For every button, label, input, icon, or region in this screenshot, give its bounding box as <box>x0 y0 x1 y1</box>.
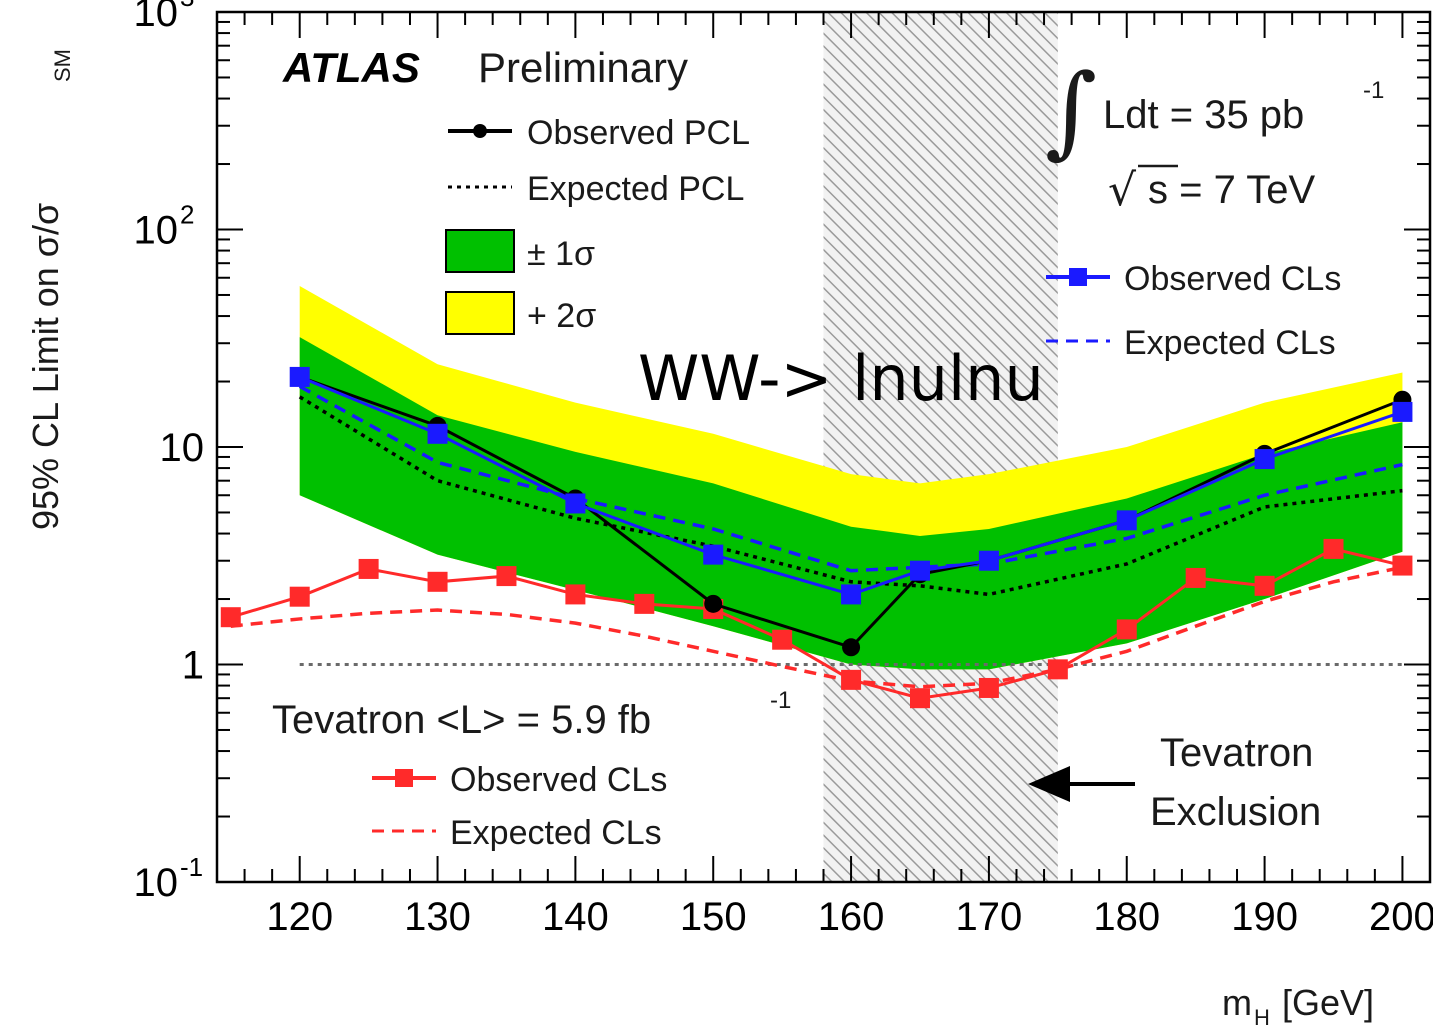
point-tev_obs-145 <box>634 593 655 614</box>
point-tev_obs-115 <box>220 607 241 628</box>
overlay-text: WW-> lnulnu <box>638 342 1044 415</box>
point-tev_obs-180 <box>1116 619 1137 640</box>
tevatron-exclusion-region <box>823 12 1058 882</box>
x-tick-label-190: 190 <box>1231 895 1298 939</box>
tevatron-exclusion-label-1: Tevatron <box>1160 731 1313 775</box>
point-tev_obs-135 <box>496 566 517 587</box>
legend-obs-pcl-label: Observed PCL <box>527 114 750 152</box>
series-line-tev_obs <box>230 547 1403 700</box>
x-tick-label-200: 200 <box>1369 895 1433 939</box>
point-obs_cls-180 <box>1116 510 1137 531</box>
y-tick-label-0.1: 10 <box>134 861 179 905</box>
point-tev_obs-190 <box>1254 575 1275 596</box>
y-tick-exp-1000: 3 <box>180 0 194 12</box>
point-obs_cls-170 <box>978 550 999 571</box>
y-tick-label-10: 10 <box>160 426 205 470</box>
y-tick-exp-0.1: -1 <box>180 852 203 882</box>
series-line-obs_pcl <box>299 375 1403 649</box>
x-axis-title: m H [GeV] <box>1222 982 1374 1029</box>
x-tick-label-170: 170 <box>956 895 1023 939</box>
point-obs_cls-150 <box>703 544 724 565</box>
point-obs_cls-140 <box>565 493 586 514</box>
legend-obs-cls-label: Observed CLs <box>1124 260 1341 298</box>
point-obs_pcl-150 <box>704 594 723 613</box>
y-tick-label-1: 1 <box>182 644 204 688</box>
legend-upper: Observed PCL Expected PCL ± 1σ + 2σ <box>445 114 750 335</box>
x-tick-label-120: 120 <box>266 895 333 939</box>
legend-tev-obs-label: Observed CLs <box>450 761 667 799</box>
y-tick-exp-100: 2 <box>180 200 194 230</box>
y-tick-label-100: 10 <box>134 209 179 253</box>
legend-band1-label: ± 1σ <box>527 235 595 273</box>
x-tick-label-140: 140 <box>542 895 609 939</box>
legend-tev-obs-marker <box>395 769 413 787</box>
point-obs_cls-190 <box>1254 449 1275 470</box>
legend-lower: Observed CLs Expected CLs <box>372 761 667 852</box>
luminosity-exponent: -1 <box>1363 77 1384 104</box>
legend-band2-swatch <box>445 291 515 335</box>
point-tev_obs-155 <box>772 629 793 650</box>
energy-label: s = 7 TeV <box>1148 168 1315 212</box>
point-tev_obs-140 <box>565 584 586 605</box>
point-obs_cls-160 <box>841 584 862 605</box>
legend-band1-swatch <box>445 229 515 273</box>
point-tev_obs-185 <box>1185 567 1206 588</box>
point-tev_obs-120 <box>289 586 310 607</box>
tevatron-lumi-exponent: -1 <box>770 687 791 714</box>
legend-exp-pcl-label: Expected PCL <box>527 170 744 208</box>
y-tick-label-1000: 10 <box>134 0 179 35</box>
point-obs_cls-165 <box>909 560 930 581</box>
x-tick-label-130: 130 <box>404 895 471 939</box>
y-axis-title-main: 95% CL Limit on σ/σ <box>25 203 66 530</box>
x-axis-title-main: m <box>1222 982 1252 1023</box>
series-line-exp_cls <box>298 384 1403 573</box>
legend-right: Observed CLs Expected CLs <box>1046 260 1341 362</box>
point-tev_obs-130 <box>427 571 448 592</box>
legend-band2-label: + 2σ <box>527 297 596 335</box>
luminosity-label: Ldt = 35 pb <box>1103 93 1304 137</box>
y-axis-title: 95% CL Limit on σ/σ SM <box>25 49 75 530</box>
atlas-label: ATLAS <box>282 44 420 91</box>
x-tick-label-150: 150 <box>680 895 747 939</box>
point-obs_cls-200 <box>1392 401 1413 422</box>
x-axis-title-sub: H <box>1254 1005 1270 1029</box>
point-tev_obs-195 <box>1323 538 1344 559</box>
preliminary-label: Preliminary <box>478 44 688 91</box>
point-tev_obs-160 <box>841 669 862 690</box>
tevatron-exclusion-label-2: Exclusion <box>1150 790 1321 834</box>
x-tick-label-180: 180 <box>1093 895 1160 939</box>
point-obs_cls-120 <box>289 366 310 387</box>
x-tick-label-160: 160 <box>818 895 885 939</box>
legend-exp-cls-label: Expected CLs <box>1124 324 1336 362</box>
sqrt-sign: √ <box>1108 165 1137 216</box>
point-tev_obs-175 <box>1047 659 1068 680</box>
point-obs_cls-130 <box>427 423 448 444</box>
series-line-obs_cls <box>299 375 1403 596</box>
point-tev_obs-170 <box>978 677 999 698</box>
point-tev_obs-200 <box>1392 555 1413 576</box>
y-axis-title-sub: SM <box>50 49 75 82</box>
legend-obs-cls-marker <box>1069 268 1087 286</box>
point-tev_obs-125 <box>358 558 379 579</box>
legend-tev-exp-label: Expected CLs <box>450 814 662 852</box>
x-axis-title-unit: [GeV] <box>1282 982 1374 1023</box>
legend-obs-pcl-marker <box>473 124 487 138</box>
point-tev_obs-165 <box>909 688 930 709</box>
integral-sign: ∫ <box>1045 52 1097 169</box>
tevatron-lumi-label: Tevatron <L> = 5.9 fb <box>272 698 651 742</box>
tevatron-exclusion-arrow <box>1028 766 1135 802</box>
point-obs_pcl-160 <box>842 638 861 657</box>
plot-frame <box>215 10 1432 884</box>
